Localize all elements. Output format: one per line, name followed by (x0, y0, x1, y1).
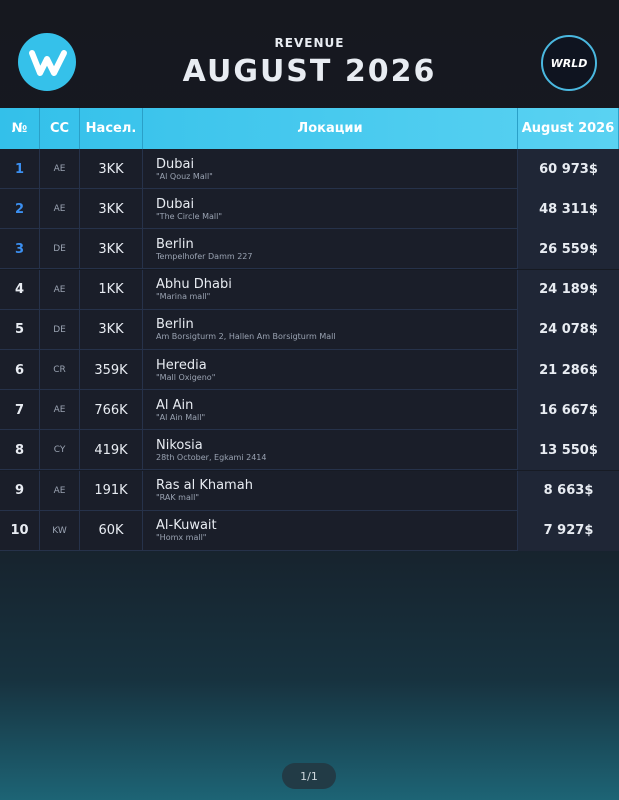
column-header: Локации (143, 108, 518, 149)
city: Berlin (156, 317, 194, 333)
population: 3KK (80, 189, 143, 230)
rank: 5 (0, 309, 40, 350)
logo (18, 33, 76, 91)
country-code: CR (40, 350, 80, 390)
revenue: 48 311$ (518, 189, 619, 230)
revenue: 7 927$ (518, 510, 619, 551)
address: "Mall Oxigeno" (156, 372, 216, 382)
city: Al-Kuwait (156, 518, 217, 534)
revenue: 13 550$ (518, 430, 619, 471)
column-header: № (0, 108, 40, 149)
brand-badge: WRLD (541, 35, 597, 91)
location: Abhu Dhabi "Marina mall" (143, 269, 518, 310)
address: "Al Qouz Mall" (156, 171, 213, 181)
table-row: 2 AE 3KK Dubai "The Circle Mall" 48 311$ (0, 189, 619, 230)
title: REVENUE (274, 36, 345, 50)
location: Berlin Am Borsigturm 2, Hallen Am Borsigt… (143, 309, 518, 350)
rank: 2 (0, 189, 40, 230)
rank: 1 (0, 149, 40, 189)
page-indicator[interactable]: 1/1 (282, 763, 336, 789)
table-row: 10 KW 60K Al-Kuwait "Homx mall" 7 927$ (0, 510, 619, 551)
country-code: KW (40, 510, 80, 551)
population: 60K (80, 510, 143, 551)
table-row: 9 AE 191K Ras al Khamah "RAK mall" 8 663$ (0, 470, 619, 511)
population: 3KK (80, 229, 143, 270)
table-row: 8 CY 419K Nikosia 28th October, Egkami 2414 1… (0, 430, 619, 471)
city: Ras al Khamah (156, 478, 253, 494)
address: "The Circle Mall" (156, 211, 223, 221)
revenue: 16 667$ (518, 390, 619, 431)
city: Dubai (156, 156, 195, 172)
population: 419K (80, 430, 143, 471)
population: 359K (80, 350, 143, 390)
column-header: August 2026 (518, 108, 619, 149)
address: Am Borsigturm 2, Hallen Am Borsigturm Ma… (156, 332, 336, 342)
table-row: 5 DE 3KK Berlin Am Borsigturm 2, Hallen Am B… (0, 309, 619, 350)
population: 766K (80, 390, 143, 431)
brand: WRLD (550, 56, 588, 70)
rank: 10 (0, 510, 40, 551)
table-row: 3 DE 3KK Berlin Tempelhofer Damm 227 26 559$ (0, 229, 619, 270)
table-row: 6 CR 359K Heredia "Mall Oxigeno" 21 286$ (0, 350, 619, 390)
rank: 3 (0, 229, 40, 270)
logo-icon (29, 50, 67, 76)
location: Ras al Khamah "RAK mall" (143, 470, 518, 511)
location: Al Ain "Al Ain Mall" (143, 390, 518, 431)
rank: 9 (0, 470, 40, 511)
country-code: DE (40, 309, 80, 350)
address: "Marina mall" (156, 292, 211, 302)
country-code: AE (40, 390, 80, 431)
country-code: AE (40, 470, 80, 511)
revenue: 26 559$ (518, 229, 619, 270)
address: "RAK mall" (156, 493, 199, 503)
location: Dubai "Al Qouz Mall" (143, 149, 518, 189)
table-row: 1 AE 3KK Dubai "Al Qouz Mall" 60 973$ (0, 149, 619, 189)
location: Al-Kuwait "Homx mall" (143, 510, 518, 551)
city: Nikosia (156, 437, 203, 453)
population: 3KK (80, 149, 143, 189)
address: Tempelhofer Damm 227 (156, 251, 253, 261)
revenue: 24 189$ (518, 269, 619, 310)
rank: 8 (0, 430, 40, 471)
table-row: 4 AE 1KK Abhu Dhabi "Marina mall" 24 189$ (0, 269, 619, 310)
country-code: CY (40, 430, 80, 471)
table-header: № CC Насел. Локации August 2026 (0, 108, 619, 149)
city: Heredia (156, 357, 207, 373)
location: Berlin Tempelhofer Damm 227 (143, 229, 518, 270)
address: "Al Ain Mall" (156, 412, 206, 422)
location: Nikosia 28th October, Egkami 2414 (143, 430, 518, 471)
country-code: AE (40, 189, 80, 230)
city: Al Ain (156, 397, 194, 413)
address: "Homx mall" (156, 533, 207, 543)
city: Berlin (156, 236, 194, 252)
city: Abhu Dhabi (156, 277, 232, 293)
revenue: 8 663$ (518, 470, 619, 511)
rank: 4 (0, 269, 40, 310)
country-code: AE (40, 149, 80, 189)
population: 3KK (80, 309, 143, 350)
population: 1KK (80, 269, 143, 310)
country-code: AE (40, 269, 80, 310)
table-row: 7 AE 766K Al Ain "Al Ain Mall" 16 667$ (0, 390, 619, 431)
rank: 7 (0, 390, 40, 431)
country-code: DE (40, 229, 80, 270)
city: Dubai (156, 196, 195, 212)
location: Dubai "The Circle Mall" (143, 189, 518, 230)
population: 191K (80, 470, 143, 511)
revenue: 21 286$ (518, 350, 619, 390)
address: 28th October, Egkami 2414 (156, 452, 267, 462)
rank: 6 (0, 350, 40, 390)
subtitle: AUGUST 2026 (182, 54, 437, 89)
revenue: 60 973$ (518, 149, 619, 189)
location: Heredia "Mall Oxigeno" (143, 350, 518, 390)
column-header: Насел. (80, 108, 143, 149)
column-header: CC (40, 108, 80, 149)
revenue: 24 078$ (518, 309, 619, 350)
